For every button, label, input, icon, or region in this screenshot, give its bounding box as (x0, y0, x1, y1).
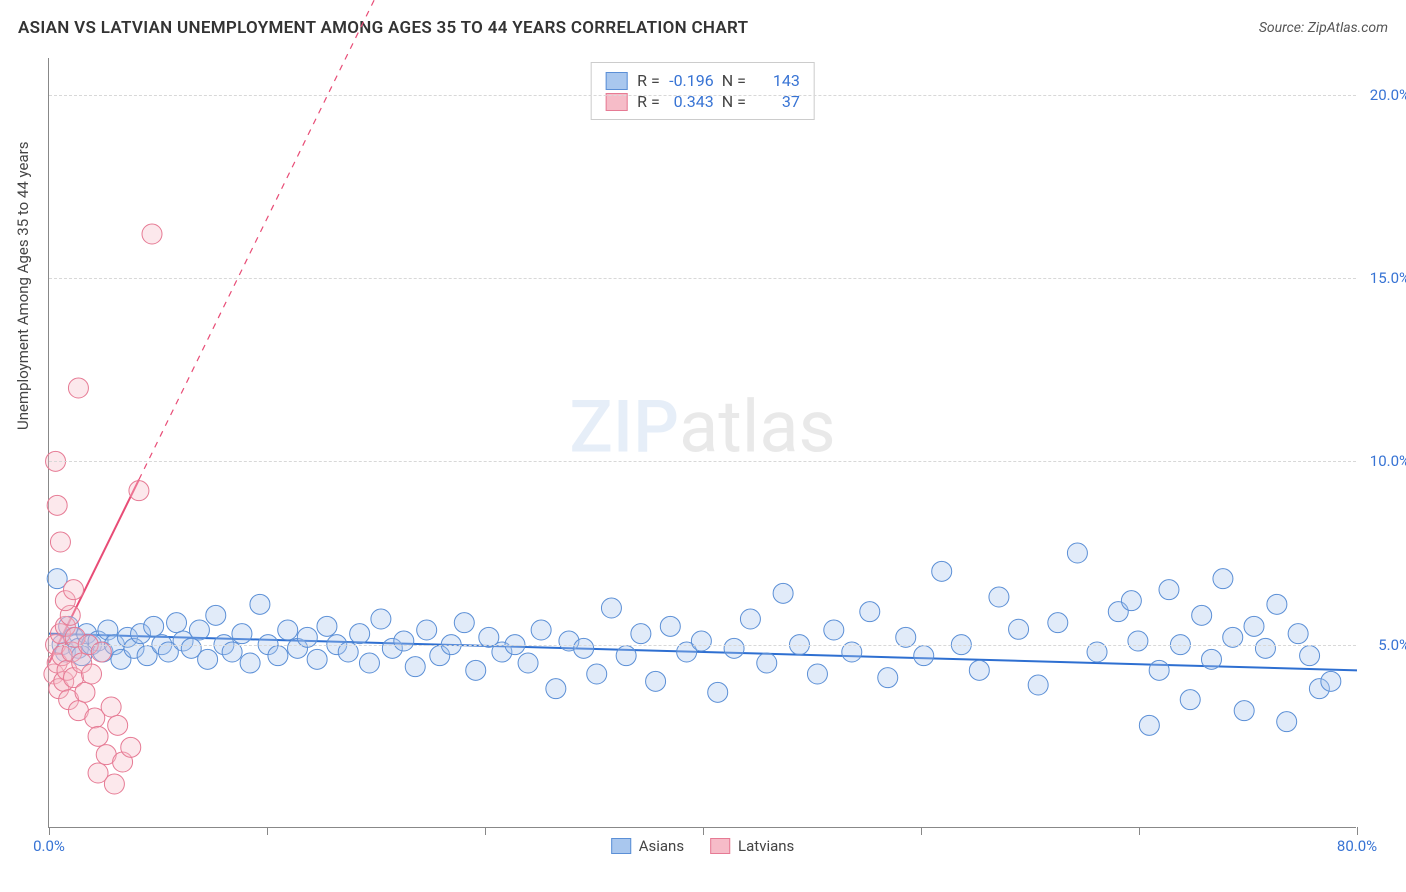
y-tick-label: 5.0% (1360, 636, 1406, 654)
legend-swatch-asians (605, 72, 627, 90)
y-axis-label: Unemployment Among Ages 35 to 44 years (14, 142, 32, 430)
plot-area: ZIPatlas R = -0.196 N = 143 R = 0.343 N … (48, 58, 1356, 828)
chart-title: ASIAN VS LATVIAN UNEMPLOYMENT AMONG AGES… (18, 18, 748, 38)
x-tick-label: 80.0% (1337, 837, 1377, 855)
legend-swatch-latvians-b (710, 838, 730, 854)
y-tick-label: 20.0% (1360, 86, 1406, 104)
chart-svg (49, 58, 1356, 827)
legend-swatch-asians-b (611, 838, 631, 854)
y-tick-label: 10.0% (1360, 452, 1406, 470)
legend-correlation: R = -0.196 N = 143 R = 0.343 N = 37 (590, 62, 815, 120)
source-label: Source: ZipAtlas.com (1259, 20, 1388, 36)
y-tick-label: 15.0% (1360, 269, 1406, 287)
legend-label-asians: Asians (639, 837, 684, 855)
x-tick-label: 0.0% (33, 837, 65, 855)
legend-series: Asians Latvians (611, 837, 795, 855)
legend-label-latvians: Latvians (738, 837, 794, 855)
